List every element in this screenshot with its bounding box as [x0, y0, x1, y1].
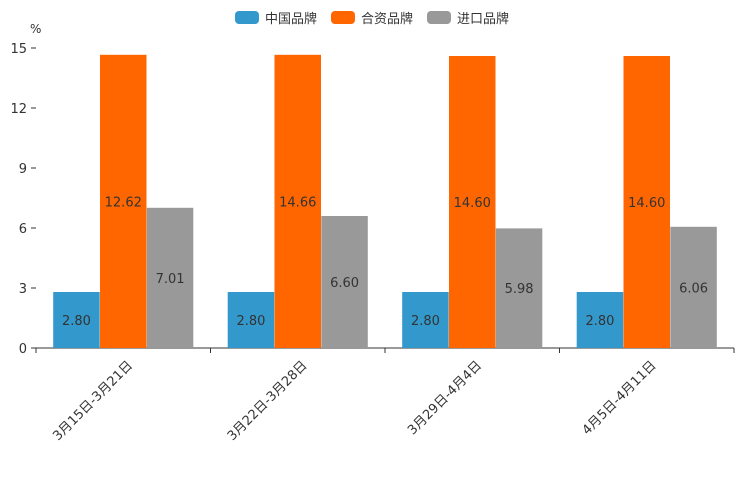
bar-value-label: 2.80 [585, 314, 614, 329]
legend-label-joint-venture-brand: 合资品牌 [360, 12, 413, 27]
legend-swatch-joint-venture-brand [330, 11, 355, 24]
y-tick-label: 6 [19, 222, 27, 237]
bar-value-label: 14.66 [279, 195, 316, 210]
bar [402, 292, 449, 348]
bar [495, 228, 543, 348]
y-tick-label: 15 [10, 42, 27, 57]
bar [670, 226, 717, 348]
legend-item-imported-brand[interactable]: 进口品牌 [427, 8, 509, 27]
bar [274, 54, 321, 349]
y-tick-label: 0 [19, 342, 27, 357]
legend-swatch-imported-brand [427, 11, 451, 24]
bar-value-label: 2.80 [62, 314, 91, 329]
bar-value-label: 6.60 [330, 276, 359, 291]
bar [576, 292, 624, 348]
bar [623, 56, 670, 348]
y-axis-unit: % [30, 22, 42, 36]
legend-item-joint-venture-brand[interactable]: 合资品牌 [330, 8, 413, 27]
y-tick-label: 9 [19, 162, 27, 177]
bar [100, 54, 147, 349]
bar [449, 56, 496, 348]
legend-item-china-brand[interactable]: 中国品牌 [234, 8, 317, 27]
bar-value-label: 14.60 [454, 196, 491, 211]
bar-value-label: 14.60 [628, 196, 665, 211]
x-category-label: 3月15日-3月21日 [50, 358, 136, 444]
bar-value-label: 12.62 [105, 195, 142, 210]
bar-value-label: 6.06 [679, 281, 708, 296]
y-tick-label: 3 [19, 282, 27, 297]
legend: 中国品牌 合资品牌 进口品牌 [0, 8, 744, 27]
bar [321, 216, 368, 348]
bar-value-label: 2.80 [236, 314, 265, 329]
legend-swatch-china-brand [234, 11, 259, 24]
x-category-label: 4月5日-4月11日 [580, 358, 660, 438]
x-category-label: 3月22日-3月28日 [225, 358, 311, 444]
legend-label-imported-brand: 进口品牌 [457, 12, 510, 27]
legend-label-china-brand: 中国品牌 [264, 12, 317, 27]
bar-value-label: 5.98 [505, 282, 534, 297]
y-tick-label: 12 [10, 102, 27, 117]
x-category-label: 3月29日-4月4日 [405, 358, 485, 438]
bar-value-label: 7.01 [156, 272, 185, 287]
bar [227, 292, 275, 348]
bar [146, 207, 194, 348]
bar [53, 292, 100, 348]
bar-value-label: 2.80 [411, 314, 440, 329]
